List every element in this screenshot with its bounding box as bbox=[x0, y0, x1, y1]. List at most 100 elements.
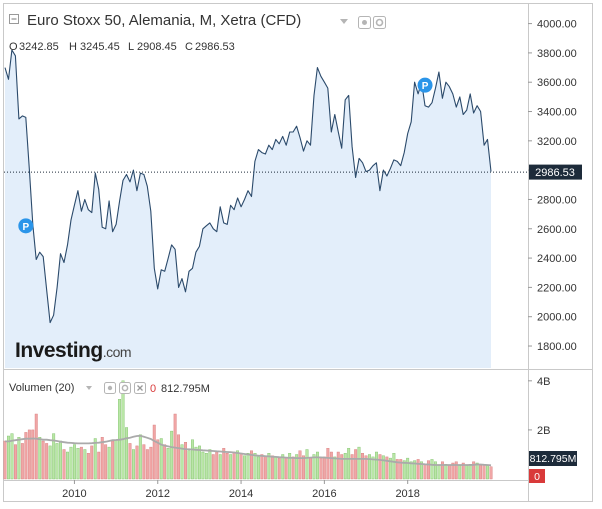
volume-bar bbox=[225, 453, 229, 480]
price-tick-label: 3400.00 bbox=[537, 107, 577, 119]
volume-bar bbox=[232, 451, 236, 480]
volume-bar bbox=[371, 456, 375, 480]
volume-bar bbox=[52, 433, 56, 480]
volume-bar bbox=[475, 462, 479, 480]
volume-bar bbox=[159, 438, 163, 480]
volume-bar bbox=[83, 449, 87, 480]
volume-bar bbox=[305, 449, 309, 480]
ohlc-low-label: L bbox=[128, 41, 134, 53]
volume-bar bbox=[326, 448, 330, 480]
volume-bar bbox=[194, 446, 198, 480]
volume-bar bbox=[17, 437, 21, 480]
price-axis: 4000.003800.003600.003400.003200.003000.… bbox=[528, 19, 577, 353]
volume-bar bbox=[211, 454, 215, 480]
volume-bar bbox=[180, 444, 184, 480]
volume-bar bbox=[357, 446, 361, 480]
settings-icon[interactable] bbox=[373, 16, 386, 29]
volume-bar bbox=[322, 456, 326, 480]
volume-zero-label-text: 0 bbox=[534, 471, 540, 483]
volume-bar bbox=[3, 440, 7, 480]
last-price-label: 2986.53 bbox=[529, 164, 582, 180]
volume-bar bbox=[298, 450, 302, 480]
volume-bar bbox=[142, 444, 146, 480]
volume-bar bbox=[131, 449, 135, 480]
volume-bar bbox=[190, 439, 194, 480]
title-dropdown-icon[interactable] bbox=[340, 19, 348, 24]
volume-bar bbox=[114, 439, 118, 480]
volume-bar bbox=[486, 465, 489, 480]
volume-bar bbox=[38, 437, 42, 480]
volume-bar bbox=[288, 453, 292, 480]
volume-bar bbox=[444, 464, 448, 480]
price-tick-label: 2800.00 bbox=[537, 194, 577, 206]
volume-bar bbox=[31, 429, 35, 480]
volume-bar bbox=[55, 443, 59, 480]
volume-moving-average-line bbox=[5, 434, 492, 467]
volume-bar bbox=[340, 454, 344, 480]
volume-bar bbox=[34, 413, 38, 480]
volume-bar bbox=[236, 450, 240, 480]
time-tick-label: 2010 bbox=[62, 488, 86, 500]
visibility-icon[interactable] bbox=[358, 16, 371, 29]
price-tick-label: 3600.00 bbox=[537, 77, 577, 89]
volume-bar bbox=[145, 449, 149, 480]
volume-bar bbox=[257, 456, 260, 480]
volume-bar bbox=[62, 449, 66, 480]
volume-bar bbox=[458, 465, 462, 480]
volume-bar bbox=[319, 457, 323, 480]
volume-bar bbox=[100, 437, 104, 480]
volume-last-label-bg bbox=[529, 451, 577, 466]
volume-bars bbox=[3, 380, 493, 480]
volume-bar bbox=[451, 462, 455, 480]
volume-bar bbox=[434, 461, 437, 480]
volume-close-icon[interactable] bbox=[134, 382, 146, 394]
chart-title[interactable]: Euro Stoxx 50, Alemania, M, Xetra (CFD) bbox=[27, 12, 301, 29]
volume-bar bbox=[270, 455, 274, 480]
volume-last-label-text: 812.795M bbox=[530, 453, 577, 465]
volume-bar bbox=[69, 446, 73, 480]
volume-bar bbox=[427, 460, 430, 480]
volume-title[interactable]: Volumen (20) bbox=[9, 382, 74, 394]
event-marker[interactable] bbox=[417, 77, 433, 93]
volume-bar bbox=[201, 451, 205, 480]
volume-bar bbox=[138, 434, 142, 480]
chart-frame bbox=[3, 3, 593, 502]
price-pane: PP bbox=[4, 49, 528, 368]
ohlc-high-label: H bbox=[69, 41, 77, 53]
volume-bar bbox=[465, 465, 469, 480]
price-tick-label: 4000.00 bbox=[537, 19, 577, 31]
volume-bar bbox=[249, 450, 253, 480]
volume-settings-icon[interactable] bbox=[119, 382, 131, 394]
price-tick-label: 3200.00 bbox=[537, 136, 577, 148]
event-markers[interactable]: PP bbox=[18, 77, 433, 234]
time-axis: 2010 2012 2014 2016 2018 bbox=[62, 480, 420, 500]
volume-bar bbox=[253, 453, 257, 480]
volume-bar bbox=[409, 461, 413, 480]
volume-bar bbox=[243, 455, 247, 480]
volume-visibility-icon[interactable] bbox=[104, 382, 116, 394]
volume-bar bbox=[333, 456, 337, 480]
volume-bar bbox=[125, 427, 129, 480]
volume-bar bbox=[41, 440, 45, 480]
ohlc-high-value: 3245.45 bbox=[80, 41, 120, 53]
volume-bar bbox=[45, 443, 49, 480]
price-tick-label: 1800.00 bbox=[537, 341, 577, 353]
volume-bar bbox=[184, 442, 188, 480]
time-tick-label: 2016 bbox=[312, 488, 336, 500]
volume-dropdown-icon[interactable] bbox=[86, 386, 92, 390]
ohlc-low-value: 2908.45 bbox=[137, 41, 177, 53]
volume-bar bbox=[13, 444, 17, 480]
time-tick-label: 2012 bbox=[146, 488, 170, 500]
chart-header: Euro Stoxx 50, Alemania, M, Xetra (CFD) … bbox=[9, 12, 386, 53]
event-marker-label: P bbox=[22, 222, 29, 233]
ohlc-open-value: 3242.85 bbox=[19, 41, 59, 53]
volume-bar bbox=[347, 448, 351, 480]
volume-bar bbox=[111, 440, 115, 480]
volume-header-zero: 0 bbox=[150, 383, 156, 395]
price-line bbox=[4, 49, 492, 324]
volume-bar bbox=[388, 457, 392, 480]
volume-bar bbox=[121, 380, 125, 480]
event-marker[interactable] bbox=[18, 218, 34, 234]
volume-bar bbox=[482, 464, 486, 480]
